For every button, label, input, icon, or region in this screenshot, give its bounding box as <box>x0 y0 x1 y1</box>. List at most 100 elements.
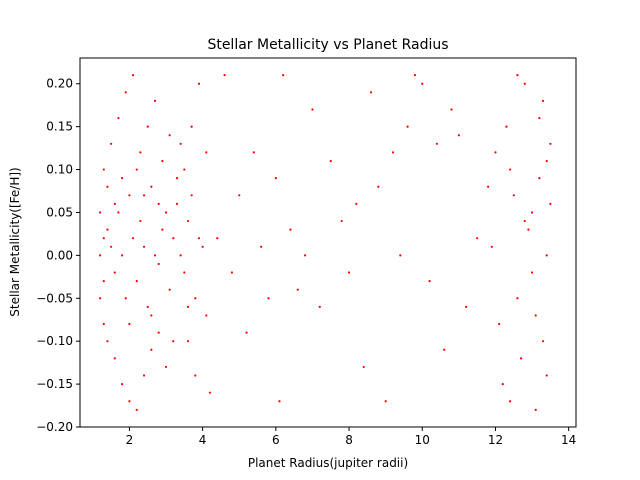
data-point <box>377 185 380 188</box>
data-point <box>512 194 515 197</box>
plot-frame <box>79 57 577 428</box>
data-point <box>369 91 373 94</box>
data-point <box>465 305 468 308</box>
data-point <box>197 82 201 85</box>
y-tick-label: −0.05 <box>36 291 73 305</box>
y-tick-label: −0.10 <box>36 334 73 348</box>
data-point <box>102 322 105 326</box>
data-point <box>124 297 127 300</box>
y-tick-label: −0.15 <box>36 377 73 391</box>
data-point <box>172 237 175 240</box>
data-points <box>99 74 552 411</box>
data-point <box>304 254 307 257</box>
data-point <box>131 237 135 240</box>
x-tick-label: 2 <box>126 433 134 447</box>
data-point <box>106 185 109 188</box>
data-point <box>186 219 190 223</box>
data-point <box>230 271 234 274</box>
data-point <box>282 74 285 77</box>
data-point <box>538 116 541 120</box>
data-point <box>117 211 120 214</box>
data-point <box>157 331 160 334</box>
x-tick-label: 6 <box>272 433 280 447</box>
data-point <box>476 237 479 240</box>
data-point <box>487 185 490 188</box>
data-point <box>121 254 124 257</box>
data-point <box>527 228 530 231</box>
data-point <box>541 340 545 343</box>
data-point <box>340 219 343 223</box>
data-point <box>428 280 431 283</box>
data-point <box>186 340 190 343</box>
data-point <box>384 400 387 403</box>
data-point <box>102 280 105 283</box>
x-tick-label: 4 <box>199 433 207 447</box>
data-point <box>197 237 201 240</box>
data-point <box>190 194 193 197</box>
data-point <box>157 262 160 266</box>
data-point <box>168 134 171 137</box>
data-point <box>238 194 241 197</box>
x-axis-ticks: 2 4 6 8 10 12 14 <box>126 427 576 447</box>
data-point <box>190 125 193 128</box>
data-point <box>519 357 523 360</box>
data-point <box>516 297 519 300</box>
data-point <box>318 305 321 308</box>
data-point <box>406 125 409 128</box>
data-point <box>541 99 545 103</box>
data-point <box>113 271 116 274</box>
data-point <box>450 108 453 111</box>
data-point <box>545 254 548 257</box>
data-point <box>179 142 182 145</box>
data-point <box>329 159 332 163</box>
data-point <box>274 177 277 180</box>
data-point <box>245 331 248 334</box>
y-tick-label: 0.00 <box>46 248 73 262</box>
data-point <box>113 202 116 205</box>
x-tick-label: 14 <box>561 433 576 447</box>
data-point <box>534 314 537 317</box>
data-point <box>131 74 135 77</box>
data-point <box>99 297 102 300</box>
data-point <box>99 211 102 214</box>
data-point <box>545 374 548 377</box>
data-point <box>421 82 424 85</box>
data-point <box>175 177 179 180</box>
data-point <box>296 288 299 291</box>
data-point <box>135 280 138 283</box>
data-point <box>142 374 146 377</box>
data-point <box>509 168 512 171</box>
data-point <box>164 365 168 369</box>
data-point <box>545 159 548 163</box>
data-point <box>172 340 175 343</box>
data-point <box>153 254 157 257</box>
y-tick-label: 0.10 <box>46 163 73 177</box>
data-point <box>183 271 186 274</box>
data-point <box>534 408 537 411</box>
data-point <box>494 151 497 154</box>
x-tick-label: 12 <box>488 433 503 447</box>
data-point <box>208 391 212 394</box>
data-point <box>128 194 131 197</box>
x-tick-label: 10 <box>415 433 430 447</box>
data-point <box>179 254 182 257</box>
data-point <box>135 408 138 411</box>
data-point <box>142 245 146 248</box>
data-point <box>362 365 365 369</box>
data-point <box>252 151 255 154</box>
y-axis-label: Stellar Metallicity([Fe/H]) <box>8 167 22 316</box>
data-point <box>161 228 164 231</box>
data-point <box>150 348 153 351</box>
data-point <box>110 142 113 145</box>
x-axis-label: Planet Radius(jupiter radii) <box>248 456 408 470</box>
data-point <box>168 288 171 291</box>
data-point <box>443 348 446 351</box>
data-point <box>194 297 197 300</box>
data-point <box>194 374 197 377</box>
data-point <box>523 219 526 223</box>
data-point <box>435 142 438 145</box>
data-point <box>549 142 552 145</box>
y-tick-label: 0.15 <box>46 120 73 134</box>
data-point <box>142 194 146 197</box>
